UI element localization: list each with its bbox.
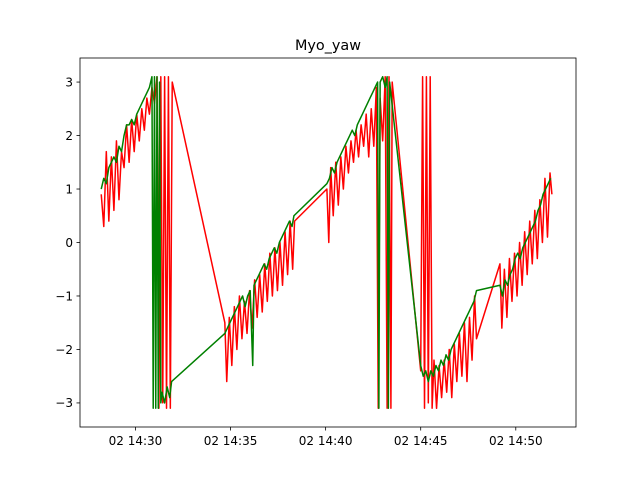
y-tick-label: 2: [65, 129, 73, 143]
series-line-2: [100, 75, 552, 410]
x-axis: 02 14:30 02 14:35 02 14:40 02 14:45 02 14:50: [109, 427, 543, 448]
y-tick-label: 0: [65, 236, 73, 250]
y-tick-label: 1: [65, 182, 73, 196]
y-tick-label: −2: [55, 343, 73, 357]
plot-frame: [79, 57, 577, 428]
x-tick-label: 02 14:45: [394, 434, 448, 448]
chart-title: Myo_yaw: [295, 38, 361, 54]
y-tick-label: −1: [55, 289, 73, 303]
series-layer: [100, 75, 553, 410]
y-tick-label: 3: [65, 75, 73, 89]
x-tick-label: 02 14:30: [109, 434, 163, 448]
y-axis: −3 −2 −1 0 1 2 3: [55, 75, 80, 410]
x-tick-label: 02 14:35: [204, 434, 258, 448]
x-tick-label: 02 14:40: [299, 434, 353, 448]
y-tick-label: −3: [55, 396, 73, 410]
x-tick-label: 02 14:50: [489, 434, 543, 448]
